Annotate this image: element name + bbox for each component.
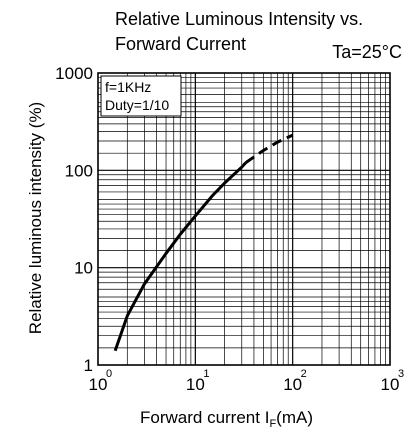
y-tick-label: 1000 bbox=[55, 64, 93, 83]
y-axis-label: Relative luminous intensity (%) bbox=[26, 102, 45, 334]
y-tick-label: 1 bbox=[84, 356, 93, 375]
chart-title-line2: Forward Current bbox=[115, 34, 246, 54]
x-tick-exponent: 3 bbox=[398, 368, 404, 380]
chart-title-line1: Relative Luminous Intensity vs. bbox=[115, 9, 363, 29]
legend-box bbox=[100, 75, 182, 117]
minor-grid bbox=[98, 73, 390, 365]
major-grid bbox=[98, 73, 390, 365]
x-tick-exponent: 0 bbox=[106, 368, 112, 380]
curve-solid bbox=[113, 161, 247, 352]
x-tick-label: 10 bbox=[381, 375, 400, 394]
legend-line2: Duty=1/10 bbox=[105, 97, 169, 113]
x-tick-label: 10 bbox=[89, 375, 108, 394]
x-tick-label: 10 bbox=[283, 375, 302, 394]
x-axis-label-unit: (mA) bbox=[276, 408, 313, 427]
x-axis-label: Forward current IF(mA) bbox=[140, 408, 313, 430]
temperature-condition: Ta=25°C bbox=[332, 42, 402, 62]
y-tick-label: 10 bbox=[74, 259, 93, 278]
legend-line1: f=1KHz bbox=[105, 79, 151, 95]
x-axis-label-subscript: F bbox=[269, 418, 276, 430]
y-tick-label: 100 bbox=[65, 161, 93, 180]
x-axis-label-main: Forward current I bbox=[140, 408, 269, 427]
plot-frame bbox=[97, 72, 391, 366]
x-tick-exponent: 1 bbox=[203, 368, 209, 380]
curve-dashed bbox=[244, 133, 294, 164]
x-tick-label: 10 bbox=[186, 375, 205, 394]
x-tick-exponent: 2 bbox=[301, 368, 307, 380]
